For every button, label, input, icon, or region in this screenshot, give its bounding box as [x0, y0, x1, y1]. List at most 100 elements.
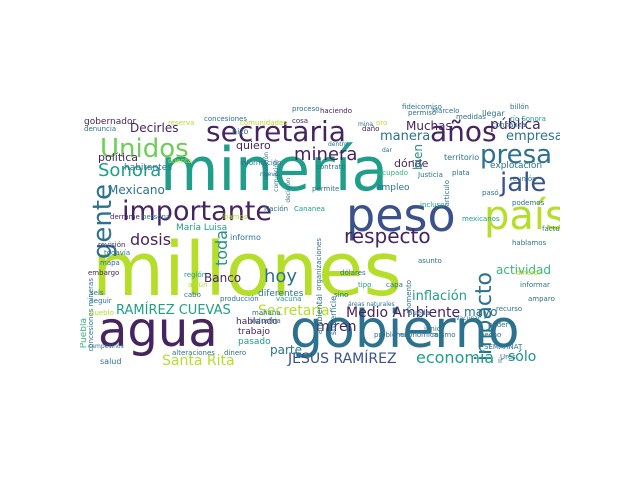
word-revision: revisión — [98, 241, 126, 249]
word-presa: presa — [480, 140, 553, 170]
word-embargo: embargo — [88, 269, 120, 277]
word-mineria: minería — [160, 135, 389, 205]
word-ambiental: ambiental — [315, 294, 324, 335]
word-factura: factura — [542, 225, 560, 233]
word-justicia: Justicia — [418, 171, 443, 179]
word-confianza: confianza — [492, 121, 526, 129]
word-fideicomiso: fideicomiso — [402, 103, 442, 111]
word-comunidades: comunidades — [240, 119, 287, 127]
word-algun: algún — [188, 281, 208, 289]
word-inflacion: inflación — [412, 289, 467, 304]
word-llegar: llegar — [482, 109, 505, 118]
word-reserva: reserva — [168, 119, 195, 127]
word-toda: toda — [212, 230, 231, 267]
word-ures: Ures — [500, 353, 516, 361]
word-plata: plata — [452, 169, 470, 177]
word-secretaria: secretaria — [206, 115, 346, 148]
word-dosis: dosis — [130, 230, 172, 249]
word-marcelo: Marcelo — [432, 107, 460, 115]
word-rendicion: rendición — [263, 152, 270, 180]
word-pais: país — [484, 193, 560, 239]
word-importante: importante — [122, 196, 273, 227]
word-parte: parte — [270, 343, 302, 357]
word-hizo: hizo — [232, 127, 249, 136]
word-junio: junio — [424, 325, 442, 333]
word-corrupcion: corrupción — [273, 160, 280, 192]
word-medio-ambiente: Medio Ambiente — [346, 305, 461, 321]
word-millones: millones — [92, 227, 403, 313]
word-dano: daño — [362, 125, 380, 133]
word-manera: manera — [380, 129, 431, 144]
word-mayo: mayo — [464, 305, 498, 319]
word-economica: económica — [400, 331, 439, 339]
word-respecto: respecto — [344, 224, 431, 248]
word-cosa: cosa — [292, 117, 309, 125]
word-anos: años — [430, 115, 497, 148]
word-derrame: derrame — [110, 213, 140, 221]
word-quiero: quiero — [236, 139, 271, 152]
word-miren: miren — [316, 319, 357, 335]
word-mexicanos: mexicanos — [462, 215, 500, 223]
word-ramirez-cuevas: RAMÍREZ CUEVAS — [116, 303, 231, 318]
word-superficie: superficie — [329, 296, 338, 336]
word-minera: minera — [294, 144, 358, 165]
word-capa: capa — [386, 281, 403, 289]
word-gobierno: gobierno — [290, 300, 520, 360]
word-campesinos: campesinos — [88, 343, 124, 350]
word-banco: Banco — [204, 271, 242, 285]
word-hecho: hecho — [480, 331, 502, 339]
word-diferentes: diferentes — [258, 289, 304, 299]
word-ibamos: íbamos — [222, 213, 248, 221]
word-contrato: contrato — [316, 163, 346, 171]
word-tipo: tipo — [358, 281, 372, 289]
word-peso: peso — [346, 188, 456, 242]
word-denuncia: denuncia — [84, 125, 117, 133]
word-jale: jale — [500, 168, 547, 198]
word-industria: industria — [250, 317, 281, 325]
word-semarnat: SEMARNAT — [484, 343, 523, 351]
word-muchas: Muchas — [406, 119, 452, 133]
word-agua: agua — [98, 302, 218, 358]
word-solo: sólo — [508, 349, 537, 365]
word-todavia: todavía — [104, 249, 131, 257]
word-mexicano: Mexicano — [108, 183, 165, 197]
word-podemos: podemos — [512, 199, 545, 207]
word-explotacion: explotación — [490, 161, 543, 171]
word-problema: problema — [374, 331, 408, 339]
word-ir: ir — [498, 357, 503, 365]
word-gobernador: gobernador — [84, 117, 137, 127]
word-haciendo: haciendo — [320, 107, 352, 115]
word-dar: dar — [382, 147, 392, 154]
word-manana: mañana — [252, 309, 281, 317]
word-cananea: Cananea — [294, 205, 325, 213]
word-produccion: producción — [220, 295, 259, 303]
word-organizaciones: organizaciones — [315, 238, 323, 291]
word-nacion: Nación — [264, 205, 289, 213]
word-secretaria-2: Secretaría — [258, 303, 330, 319]
word-seguir: seguir — [90, 297, 112, 305]
word-concesiones: concesiones — [204, 115, 247, 123]
word-medidas: medidas — [456, 113, 486, 121]
word-decirles: Decirles — [130, 121, 179, 135]
word-permite: permite — [312, 185, 340, 193]
word-publica: pública — [490, 117, 541, 133]
word-ocupado: ocupado — [378, 169, 409, 177]
word-hablando: hablando — [236, 317, 278, 327]
word-dolares: dólares — [340, 269, 366, 277]
word-informacion: información — [240, 159, 282, 167]
word-cabo: cabo — [184, 291, 201, 299]
word-salud: salud — [100, 357, 122, 366]
word-asunto: asunto — [418, 257, 442, 265]
word-empresa: empresa — [506, 129, 560, 144]
word-alteraciones: alteraciones — [172, 349, 215, 357]
word-informo: informo — [230, 233, 261, 242]
word-trabajo: trabajo — [238, 327, 270, 337]
word-pueda: pueda — [408, 309, 430, 317]
word-permiso: permiso — [408, 109, 437, 117]
word-cloud: millones minería gobierno agua peso país… — [80, 100, 560, 370]
word-nuevo: nuevo — [260, 171, 279, 178]
word-mismo: mismo — [432, 331, 456, 339]
word-politica: política — [98, 151, 138, 164]
word-mapa: mapa — [100, 259, 120, 267]
word-actividad: actividad — [496, 263, 552, 277]
